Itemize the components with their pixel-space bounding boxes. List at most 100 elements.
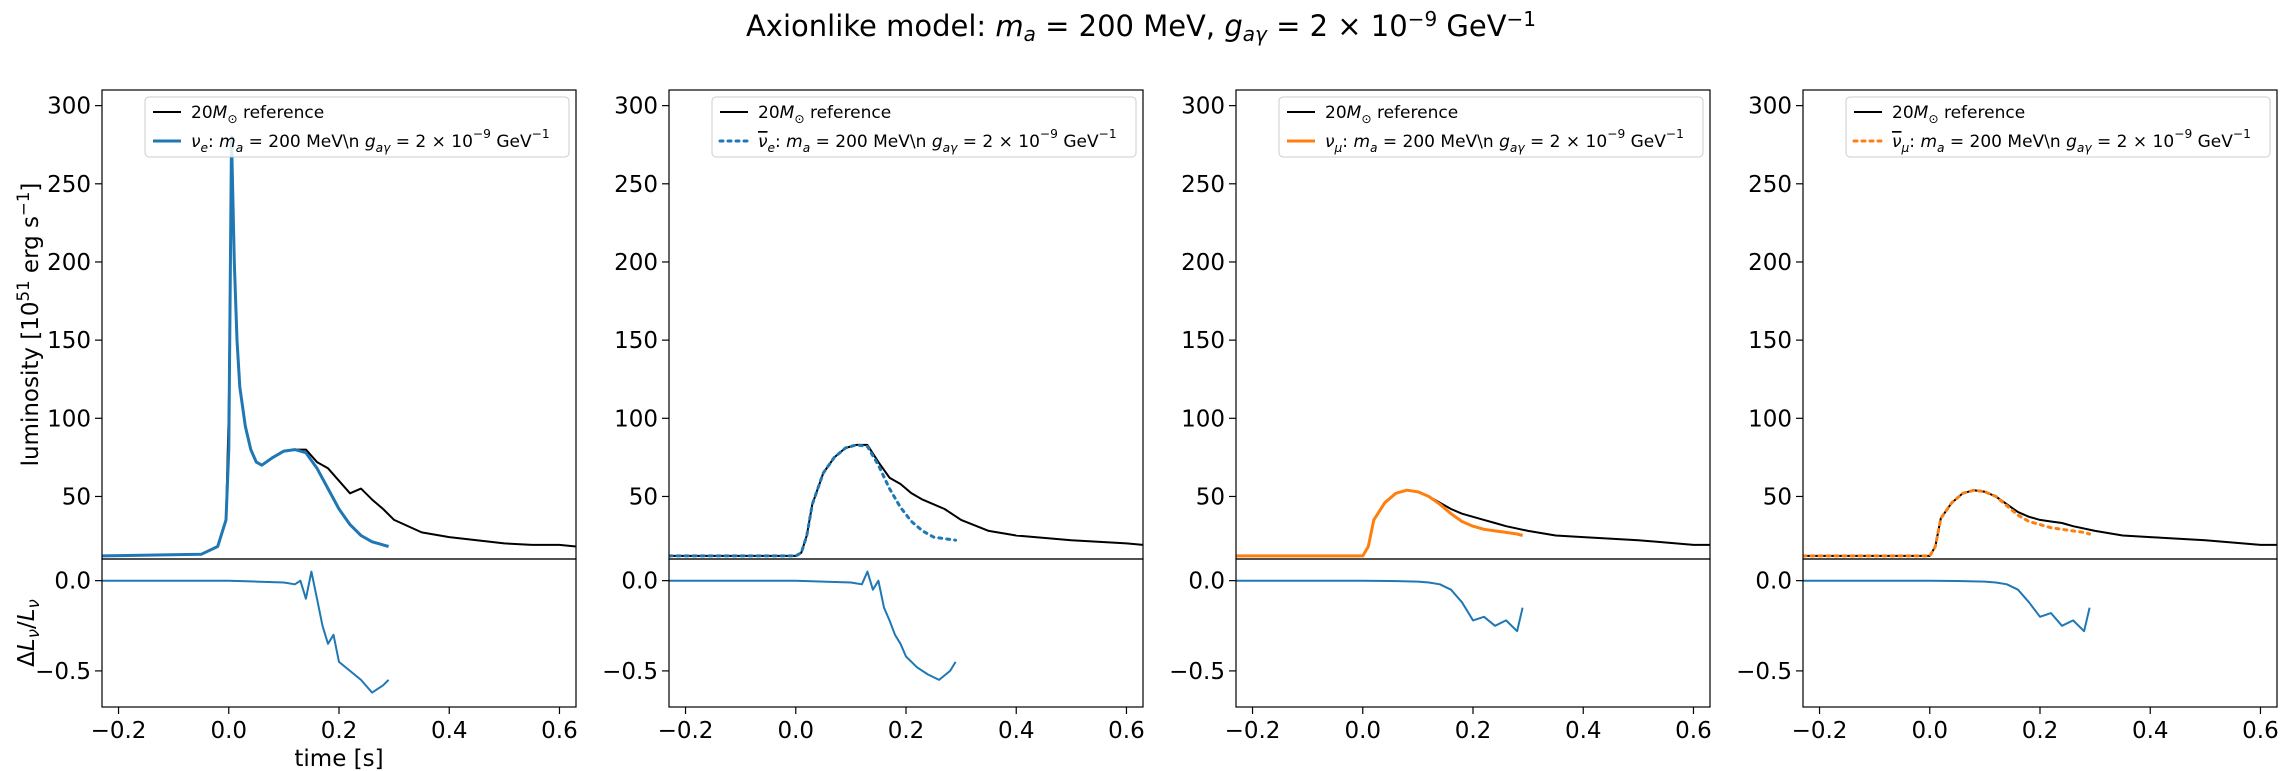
top-lines bbox=[1236, 488, 1710, 558]
y-tick-label: 50 bbox=[1196, 484, 1225, 510]
legend-box bbox=[144, 96, 570, 158]
figure-suptitle: Axionlike model: ma = 200 MeV, gaγ = 2 ×… bbox=[746, 7, 1536, 46]
x-tick-label: 0.2 bbox=[1455, 718, 1492, 744]
y-tick-label: 250 bbox=[47, 172, 91, 198]
reference-series-line bbox=[1236, 489, 1710, 557]
y-tick-label: 200 bbox=[1181, 250, 1225, 276]
top-axes-frame bbox=[1235, 89, 1711, 560]
x-tick-label: 0.4 bbox=[998, 718, 1035, 744]
residual-lines bbox=[1236, 579, 1524, 633]
residual-series-line bbox=[1236, 579, 1524, 633]
residual-lines bbox=[669, 570, 957, 681]
residual-lines bbox=[102, 570, 390, 694]
x-tick-label: 0.0 bbox=[777, 718, 814, 744]
legend-reference-label: 20M⊙ reference bbox=[1325, 103, 1458, 126]
x-tick-label: 0.2 bbox=[321, 718, 358, 744]
y-tick-label: 250 bbox=[614, 172, 658, 198]
y-tick-label: 250 bbox=[1181, 172, 1225, 198]
panel-1: 50 100 150 200 250 300 0.0 −0.5 −0.2 0.0 0.2 0.4 0.6… bbox=[14, 89, 578, 771]
reference-series-line bbox=[102, 151, 576, 557]
top-axes-frame bbox=[1802, 89, 2278, 560]
y-tick-label: 150 bbox=[47, 328, 91, 354]
legend-reference-label: 20M⊙ reference bbox=[1892, 103, 2025, 126]
residual-y-tick-label: 0.0 bbox=[54, 569, 91, 595]
x-tick-label: 0.4 bbox=[1565, 718, 1602, 744]
y-tick-label: 100 bbox=[1748, 406, 1792, 432]
y-tick-label: 200 bbox=[614, 250, 658, 276]
y-tick-label: 150 bbox=[1748, 328, 1792, 354]
panel-2: 50 100 150 200 250 300 0.0 −0.5 −0.2 0.0 0.2 0.4 0.6… bbox=[602, 89, 1145, 744]
legend-reference-label: 20M⊙ reference bbox=[191, 103, 324, 126]
x-tick-label: −0.2 bbox=[1225, 718, 1281, 744]
model-series-line bbox=[669, 443, 958, 558]
x-tick-label: 0.6 bbox=[1108, 718, 1145, 744]
top-axes-frame bbox=[101, 89, 577, 560]
reference-series-line bbox=[669, 443, 1143, 557]
x-tick-label: 0.6 bbox=[2242, 718, 2279, 744]
residual-y-tick-label: −0.5 bbox=[1169, 659, 1225, 685]
x-tick-label: −0.2 bbox=[91, 718, 147, 744]
y-tick-label: 200 bbox=[1748, 250, 1792, 276]
y-tick-label: 200 bbox=[47, 250, 91, 276]
y-tick-label: 300 bbox=[614, 94, 658, 120]
legend-model-label: νe: ma = 200 MeV\n gaγ = 2 × 10−9 GeV−1 bbox=[191, 127, 550, 155]
y-tick-label: 250 bbox=[1748, 172, 1792, 198]
residual-series-line bbox=[102, 570, 390, 694]
x-tick-label: 0.0 bbox=[1911, 718, 1948, 744]
y-axis-label: luminosity [1051 erg s−1] bbox=[14, 183, 44, 467]
legend-model-label: νe: ma = 200 MeV\n gaγ = 2 × 10−9 GeV−1 bbox=[758, 127, 1117, 155]
x-tick-label: 0.4 bbox=[431, 718, 468, 744]
y-tick-label: 300 bbox=[1748, 94, 1792, 120]
residual-y-tick-label: 0.0 bbox=[621, 569, 658, 595]
x-tick-label: 0.2 bbox=[2022, 718, 2059, 744]
x-tick-label: 0.4 bbox=[2132, 718, 2169, 744]
legend-box bbox=[1278, 96, 1704, 158]
top-lines bbox=[102, 135, 576, 558]
model-series-line bbox=[1803, 488, 2092, 558]
model-series-line bbox=[102, 135, 390, 558]
legend-reference-label: 20M⊙ reference bbox=[758, 103, 891, 126]
top-lines bbox=[669, 443, 1143, 558]
reference-series-line bbox=[1803, 489, 2277, 557]
residual-y-tick-label: −0.5 bbox=[602, 659, 658, 685]
model-series-line bbox=[1236, 488, 1523, 558]
residual-series-line bbox=[1803, 579, 2091, 633]
x-axis-label: time [s] bbox=[294, 746, 383, 771]
residual-lines bbox=[1803, 579, 2091, 633]
x-tick-label: 0.0 bbox=[1344, 718, 1381, 744]
residual-y-tick-label: 0.0 bbox=[1755, 569, 1792, 595]
x-tick-label: 0.2 bbox=[888, 718, 925, 744]
y-tick-label: 100 bbox=[614, 406, 658, 432]
residual-y-tick-label: 0.0 bbox=[1188, 569, 1225, 595]
x-tick-label: 0.6 bbox=[541, 718, 578, 744]
top-lines bbox=[1803, 488, 2277, 558]
residual-series-line bbox=[669, 570, 957, 681]
panel-3: 50 100 150 200 250 300 0.0 −0.5 −0.2 0.0 0.2 0.4 0.6… bbox=[1169, 89, 1712, 744]
legend-model-label: νμ: ma = 200 MeV\n gaγ = 2 × 10−9 GeV−1 bbox=[1892, 127, 2251, 155]
y-tick-label: 100 bbox=[1181, 406, 1225, 432]
x-tick-label: 0.0 bbox=[210, 718, 247, 744]
residual-y-tick-label: −0.5 bbox=[35, 659, 91, 685]
x-tick-label: 0.6 bbox=[1675, 718, 1712, 744]
legend-model-label: νμ: ma = 200 MeV\n gaγ = 2 × 10−9 GeV−1 bbox=[1325, 127, 1684, 155]
legend-box bbox=[711, 96, 1137, 158]
panel-4: 50 100 150 200 250 300 0.0 −0.5 −0.2 0.0 0.2 0.4 0.6… bbox=[1736, 89, 2279, 744]
x-tick-label: −0.2 bbox=[1792, 718, 1848, 744]
y-tick-label: 100 bbox=[47, 406, 91, 432]
x-tick-label: −0.2 bbox=[658, 718, 714, 744]
y-tick-label: 50 bbox=[1763, 484, 1792, 510]
y-tick-label: 150 bbox=[614, 328, 658, 354]
y-tick-label: 50 bbox=[629, 484, 658, 510]
y-tick-label: 300 bbox=[1181, 94, 1225, 120]
y-tick-label: 300 bbox=[47, 94, 91, 120]
residual-y-axis-label: ΔLν/Lν bbox=[14, 599, 43, 667]
y-tick-label: 150 bbox=[1181, 328, 1225, 354]
legend-box bbox=[1845, 96, 2271, 158]
y-tick-label: 50 bbox=[62, 484, 91, 510]
residual-y-tick-label: −0.5 bbox=[1736, 659, 1792, 685]
